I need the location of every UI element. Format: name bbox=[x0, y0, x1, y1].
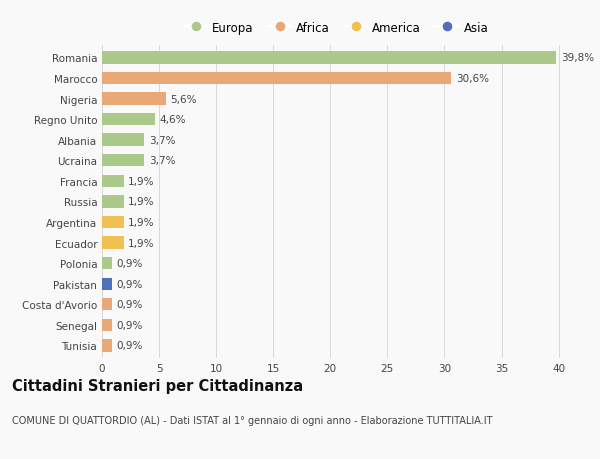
Bar bbox=[102, 52, 556, 64]
Bar bbox=[102, 134, 144, 146]
Legend: Europa, Africa, America, Asia: Europa, Africa, America, Asia bbox=[181, 19, 491, 37]
Text: 1,9%: 1,9% bbox=[128, 197, 155, 207]
Bar bbox=[102, 319, 112, 331]
Text: 1,9%: 1,9% bbox=[128, 238, 155, 248]
Bar bbox=[102, 196, 124, 208]
Text: 1,9%: 1,9% bbox=[128, 176, 155, 186]
Text: 0,9%: 0,9% bbox=[117, 279, 143, 289]
Text: 39,8%: 39,8% bbox=[561, 53, 594, 63]
Text: 4,6%: 4,6% bbox=[159, 115, 185, 125]
Text: 0,9%: 0,9% bbox=[117, 341, 143, 351]
Text: 0,9%: 0,9% bbox=[117, 320, 143, 330]
Text: COMUNE DI QUATTORDIO (AL) - Dati ISTAT al 1° gennaio di ogni anno - Elaborazione: COMUNE DI QUATTORDIO (AL) - Dati ISTAT a… bbox=[12, 415, 493, 425]
Text: 3,7%: 3,7% bbox=[149, 135, 175, 146]
Bar bbox=[102, 155, 144, 167]
Bar bbox=[102, 298, 112, 311]
Text: 3,7%: 3,7% bbox=[149, 156, 175, 166]
Bar bbox=[102, 114, 155, 126]
Bar bbox=[102, 216, 124, 229]
Bar bbox=[102, 278, 112, 290]
Text: 1,9%: 1,9% bbox=[128, 218, 155, 228]
Text: 30,6%: 30,6% bbox=[456, 74, 489, 84]
Bar bbox=[102, 93, 166, 106]
Bar bbox=[102, 340, 112, 352]
Text: Cittadini Stranieri per Cittadinanza: Cittadini Stranieri per Cittadinanza bbox=[12, 379, 303, 394]
Bar bbox=[102, 73, 451, 85]
Bar bbox=[102, 175, 124, 188]
Text: 5,6%: 5,6% bbox=[170, 94, 197, 104]
Bar bbox=[102, 257, 112, 270]
Bar bbox=[102, 237, 124, 249]
Text: 0,9%: 0,9% bbox=[117, 300, 143, 310]
Text: 0,9%: 0,9% bbox=[117, 258, 143, 269]
